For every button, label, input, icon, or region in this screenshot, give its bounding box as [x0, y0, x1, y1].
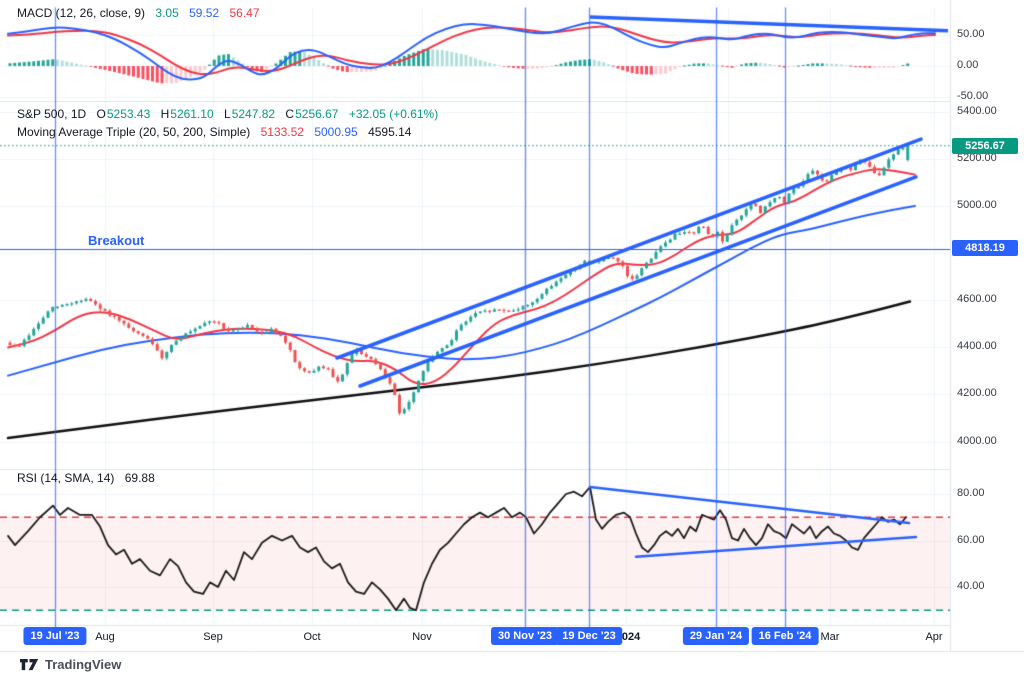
rsi-value: 69.88 [124, 471, 155, 485]
price-axis-label: 4200.00 [957, 387, 997, 400]
macd-line-value: 59.52 [189, 6, 220, 20]
high-label: H [160, 107, 170, 121]
date-marker-badge[interactable]: 19 Jul '23 [23, 627, 87, 645]
macd-axis-label: -50.00 [957, 90, 989, 102]
rsi-title: RSI (14, SMA, 14) [17, 471, 115, 485]
low-label: L [224, 107, 231, 121]
symbol-legend[interactable]: S&P 500, 1D O5253.43 H5261.10 L5247.82 C… [17, 107, 445, 121]
date-marker-badge[interactable]: 30 Nov '23 [491, 627, 559, 645]
price-axis-label: 5000.00 [957, 199, 997, 212]
price-axis-label: 4400.00 [957, 340, 997, 353]
open-label: O [96, 107, 106, 121]
time-axis-label: Oct [303, 631, 321, 643]
high-value: 5261.10 [170, 107, 214, 121]
symbol-title: S&P 500, 1D [17, 107, 87, 121]
low-value: 5247.82 [231, 107, 276, 121]
macd-histogram-value: 3.05 [155, 6, 179, 20]
price-axis-label: 4600.00 [957, 293, 997, 306]
breakout-level-badge: 4818.19 [952, 240, 1018, 256]
macd-title: MACD (12, 26, close, 9) [17, 6, 146, 20]
time-axis-label: Mar [820, 631, 840, 643]
close-value: 5256.67 [295, 107, 339, 121]
change-value: +32.05 (+0.61%) [348, 107, 439, 121]
macd-axis-label: 0.00 [957, 59, 979, 71]
date-marker-badge[interactable]: 19 Dec '23 [555, 627, 623, 645]
time-axis-label: Sep [203, 631, 223, 643]
rsi-indicator-legend[interactable]: RSI (14, SMA, 14) 69.88 [17, 471, 162, 485]
date-marker-badge[interactable]: 16 Feb '24 [751, 627, 819, 645]
breakout-annotation-label[interactable]: Breakout [88, 233, 145, 248]
rsi-axis-label: 40.00 [957, 580, 985, 592]
ma50-value: 5000.95 [314, 125, 358, 139]
time-axis-label: Aug [95, 631, 115, 643]
open-value: 5253.43 [106, 107, 151, 121]
last-price-badge: 5256.67 [952, 138, 1018, 154]
date-marker-badge[interactable]: 29 Jan '24 [682, 627, 750, 645]
macd-axis-label: 50.00 [957, 28, 985, 40]
tradingview-logo-icon [20, 658, 39, 670]
price-axis-label: 5400.00 [957, 105, 997, 117]
ma200-value: 4595.14 [368, 125, 412, 139]
ma-title: Moving Average Triple (20, 50, 200, Simp… [17, 125, 251, 139]
close-label: C [285, 107, 295, 121]
rsi-axis-label: 60.00 [957, 533, 985, 546]
macd-signal-value: 56.47 [229, 6, 260, 20]
rsi-axis-label: 80.00 [957, 487, 985, 499]
macd-indicator-legend[interactable]: MACD (12, 26, close, 9) 3.05 59.52 56.47 [17, 6, 267, 20]
tradingview-logo-text: TradingView [45, 657, 122, 672]
price-axis-label: 4000.00 [957, 434, 997, 447]
tradingview-logo[interactable]: TradingView [20, 657, 121, 672]
ma-indicator-legend[interactable]: Moving Average Triple (20, 50, 200, Simp… [17, 125, 418, 139]
ma20-value: 5133.52 [260, 125, 304, 139]
time-axis-label: Apr [925, 631, 943, 643]
time-axis-label: Nov [412, 631, 432, 643]
price-axis-label: 5200.00 [957, 152, 997, 165]
